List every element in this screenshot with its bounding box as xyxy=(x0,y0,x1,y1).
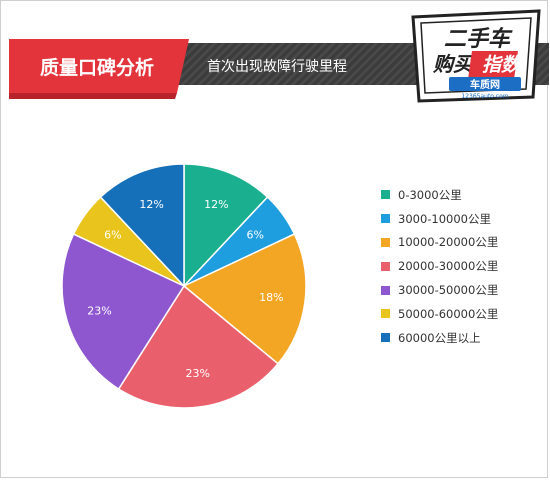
badge-logo: 二手车 购买 指数 车质网 12365auto.com xyxy=(411,9,541,103)
legend-swatch xyxy=(381,309,390,319)
pie-slice-3 xyxy=(117,284,280,409)
legend-label: 60000公里以上 xyxy=(398,330,481,345)
legend-swatch xyxy=(381,285,390,295)
legend-swatch xyxy=(381,237,390,247)
header-subtitle: 首次出现故障行驶里程 xyxy=(207,59,347,75)
legend-swatch xyxy=(381,190,390,200)
badge-line2b: 指数 xyxy=(482,54,523,76)
header-red-tag-shade xyxy=(9,93,177,99)
pie-label-1: 6% xyxy=(246,228,263,241)
badge-line2a: 购买 xyxy=(432,52,476,76)
legend-item-3: 20000-30000公里 xyxy=(381,254,541,278)
pie-label-0: 12% xyxy=(204,198,228,211)
pie-label-5: 6% xyxy=(104,228,121,241)
pie-label-3: 23% xyxy=(186,367,210,380)
legend-label: 3000-10000公里 xyxy=(398,211,491,226)
pie-slice-4 xyxy=(61,233,186,391)
header-red-tag xyxy=(9,39,189,93)
badge-site-name: 车质网 xyxy=(470,78,500,91)
legend-label: 20000-30000公里 xyxy=(398,259,499,274)
pie-slice-6 xyxy=(99,163,185,288)
pie-slice-2 xyxy=(182,233,307,365)
legend-item-2: 10000-20000公里 xyxy=(381,231,541,255)
legend-label: 30000-50000公里 xyxy=(398,283,499,298)
legend-item-5: 50000-60000公里 xyxy=(381,302,541,326)
legend-item-1: 3000-10000公里 xyxy=(381,207,541,231)
pie-label-4: 23% xyxy=(87,305,111,318)
badge-site-url: 12365auto.com xyxy=(461,93,508,100)
legend-item-0: 0-3000公里 xyxy=(381,183,541,207)
legend-label: 10000-20000公里 xyxy=(398,235,499,250)
pie-slice-1 xyxy=(183,196,296,287)
pie-label-6: 12% xyxy=(139,198,163,211)
legend-swatch xyxy=(381,214,390,224)
legend-item-6: 60000公里以上 xyxy=(381,326,541,350)
legend-label: 0-3000公里 xyxy=(398,187,462,202)
legend-label: 50000-60000公里 xyxy=(398,306,499,321)
legend: 0-3000公里 3000-10000公里 10000-20000公里 20000-3… xyxy=(381,183,541,350)
badge-line1: 二手车 xyxy=(444,26,513,52)
pie-slice-0 xyxy=(183,163,269,288)
legend-swatch xyxy=(381,333,390,343)
header-category: 质量口碑分析 xyxy=(40,56,154,79)
pie-slice-5 xyxy=(72,196,185,287)
legend-swatch xyxy=(381,261,390,271)
pie-label-2: 18% xyxy=(259,291,283,304)
legend-item-4: 30000-50000公里 xyxy=(381,278,541,302)
header-banner: 质量口碑分析 首次出现故障行驶里程 二手车 购买 指数 车质网 12365aut… xyxy=(9,9,549,103)
